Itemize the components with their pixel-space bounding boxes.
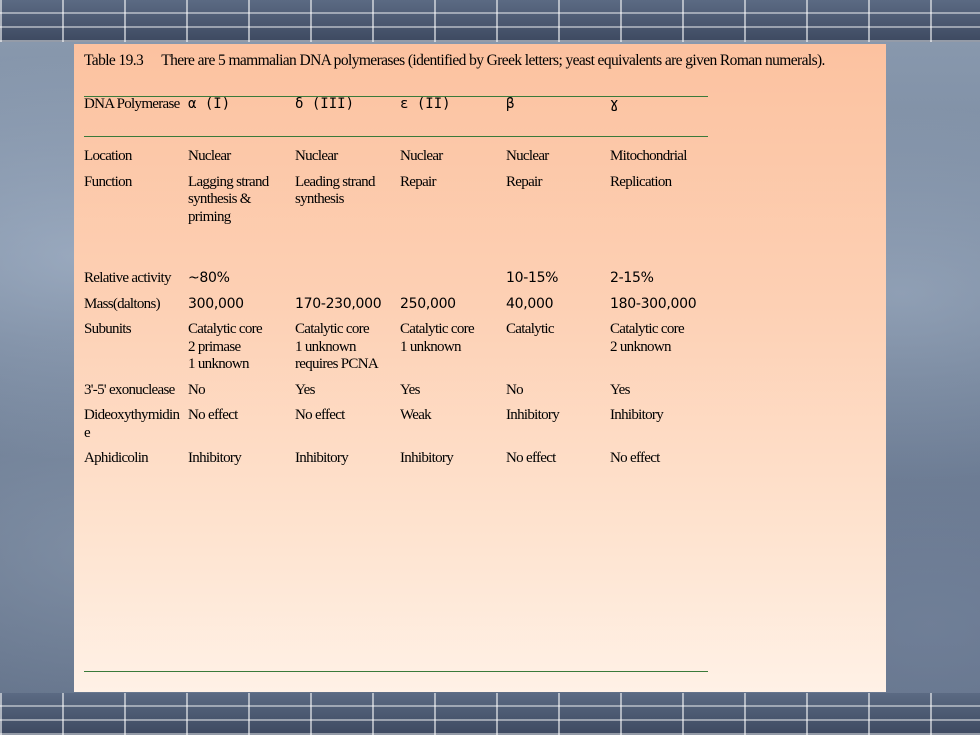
- table-row: Aphidicolin Inhibitory Inhibitory Inhibitor…: [84, 450, 708, 476]
- table-cell: Repair: [506, 173, 542, 190]
- table-caption: Table 19.3 There are 5 mammalian DNA poly…: [84, 52, 876, 70]
- table-cell: Mitochondrial: [610, 148, 687, 164]
- table-cell: Catalytic core 1 unknown requires PCNA: [295, 321, 379, 372]
- table-cell: Yes: [610, 381, 630, 398]
- table-row: Relative activity ~80% 10-15% 2-15%: [84, 270, 708, 296]
- polymerase-table-body: Location Nuclear Nuclear Nuclear Nuclear Mito…: [84, 148, 708, 476]
- table-cell: ~80%: [188, 270, 230, 286]
- table-cell: No effect: [295, 407, 345, 423]
- table-cell: Inhibitory: [295, 450, 349, 466]
- table-row: Location Nuclear Nuclear Nuclear Nuclear Mito…: [84, 148, 708, 174]
- table-cell: Nuclear: [400, 148, 443, 164]
- table-header-row: DNA Polymerase α (I) δ (III) ε (II) β ɣ: [84, 96, 708, 114]
- row-label: Subunits: [84, 321, 132, 337]
- header-cell-delta: δ (III): [295, 96, 355, 112]
- table-cell: 170-230,000: [295, 295, 382, 312]
- table-cell: No effect: [506, 450, 556, 466]
- table-cell: Catalytic core 1 unknown: [400, 321, 475, 355]
- header-cell-gamma: ɣ: [610, 96, 619, 112]
- row-label: Mass(daltons): [84, 295, 161, 312]
- polymerase-table: DNA Polymerase α (I) δ (III) ε (II) β ɣ: [84, 96, 708, 114]
- table-cell: Nuclear: [295, 148, 338, 164]
- table-row: Mass(daltons) 300,000 170-230,000 250,000 40…: [84, 296, 708, 322]
- table-cell: No effect: [610, 450, 660, 466]
- header-cell-beta: β: [506, 96, 515, 112]
- table-cell: 250,000: [400, 295, 456, 312]
- row-label: Location: [84, 148, 132, 164]
- table-top-rule: [84, 96, 708, 97]
- table-cell: Weak: [400, 407, 432, 423]
- table-cell: Inhibitory: [506, 407, 560, 423]
- header-cell-alpha: α (I): [188, 96, 231, 112]
- table-cell: 10-15%: [506, 270, 559, 286]
- table-row: 3'-5' exonuclease No Yes Yes No Yes: [84, 382, 708, 408]
- table-cell: Yes: [295, 381, 315, 398]
- table-header-rule: [84, 136, 708, 137]
- table-cell: Yes: [400, 381, 420, 398]
- table-cell: Repair: [400, 173, 436, 190]
- table-cell: No: [188, 381, 206, 398]
- row-label: 3'-5' exonuclease: [84, 381, 175, 398]
- header-cell: DNA Polymerase: [84, 96, 180, 112]
- table-cell: Nuclear: [188, 148, 231, 164]
- table-cell: Nuclear: [506, 148, 549, 164]
- table-caption-text: There are 5 mammalian DNA polymerases (i…: [161, 52, 825, 69]
- table-cell: Inhibitory: [400, 450, 454, 466]
- table-cell: No effect: [188, 407, 238, 423]
- table-cell: 40,000: [506, 295, 554, 312]
- table-cell: Replication: [610, 173, 672, 190]
- table-cell: No: [506, 381, 524, 398]
- row-label: Dideoxythymidine: [84, 407, 180, 441]
- row-label: Relative activity: [84, 270, 172, 286]
- table-bottom-rule: [84, 671, 708, 672]
- table-cell: Inhibitory: [610, 407, 664, 423]
- table-row: Dideoxythymidine No effect No effect Weak In…: [84, 407, 708, 450]
- table-row: Subunits Catalytic core 2 primase 1 unkno…: [84, 321, 708, 382]
- table-cell: Catalytic core 2 primase 1 unknown: [188, 321, 263, 372]
- table-cell: Catalytic core 2 unknown: [610, 321, 685, 355]
- row-label: Function: [84, 173, 132, 190]
- table-cell: 2-15%: [610, 270, 654, 286]
- table-cell: Lagging strand synthesis & priming: [188, 173, 269, 225]
- row-label: Aphidicolin: [84, 450, 149, 466]
- table-cell: 180-300,000: [610, 295, 697, 312]
- table-cell: Inhibitory: [188, 450, 242, 466]
- top-brick-border: [0, 0, 980, 42]
- bottom-brick-border: [0, 693, 980, 735]
- table-cell: 300,000: [188, 295, 244, 312]
- table-row: Function Lagging strand synthesis & primi…: [84, 174, 708, 271]
- table-cell: [295, 270, 400, 296]
- table-cell: Catalytic: [506, 321, 555, 337]
- table-cell: Leading strand synthesis: [295, 173, 375, 208]
- slide-content: Table 19.3 There are 5 mammalian DNA poly…: [74, 44, 886, 692]
- table-cell: [400, 270, 506, 296]
- header-cell-epsilon: ε (II): [400, 96, 451, 112]
- table-label: Table 19.3: [84, 52, 144, 69]
